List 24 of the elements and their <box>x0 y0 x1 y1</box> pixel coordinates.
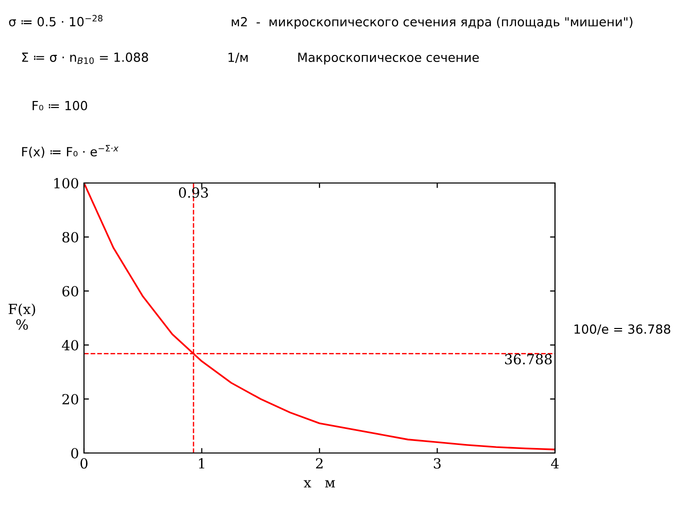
text: F₀ ≔ 100 <box>32 100 88 110</box>
text: м2 - микроскопического сечения ядра (площадь "мишени") <box>232 16 632 29</box>
ref-line-label: 0.93 <box>178 187 208 198</box>
x-axis-title: x м <box>304 480 335 488</box>
y-tick-label: 0 <box>71 448 78 458</box>
x-tick-label: 1 <box>199 458 204 468</box>
y-tick-label: 20 <box>62 394 78 404</box>
y-tick-label: 100 <box>54 178 78 188</box>
y-tick-label: 60 <box>62 286 78 296</box>
y-axis-title: F(x) % <box>8 304 36 330</box>
text: F(x) ≔ F₀ · e$^{−Σ·x}$ <box>22 145 119 158</box>
y-tick-label: 40 <box>62 340 78 350</box>
text: 1/м <box>228 52 248 64</box>
y-tick-label: 80 <box>62 232 78 242</box>
text: 100/e = 36.788 <box>574 324 670 335</box>
x-tick-label: 0 <box>80 458 88 469</box>
text: σ ≔ 0.5 · 10$^{−28}$ <box>9 14 102 26</box>
text: Макроскопическое сечение <box>298 52 479 64</box>
text: Σ ≔ σ · n$_{B10}$ = 1.088 <box>22 52 148 64</box>
ref-line-label: 36.788 <box>505 354 552 364</box>
x-tick-label: 3 <box>434 458 441 469</box>
x-tick-label: 4 <box>551 458 559 468</box>
line-series <box>84 183 555 450</box>
x-tick-label: 2 <box>316 458 323 468</box>
